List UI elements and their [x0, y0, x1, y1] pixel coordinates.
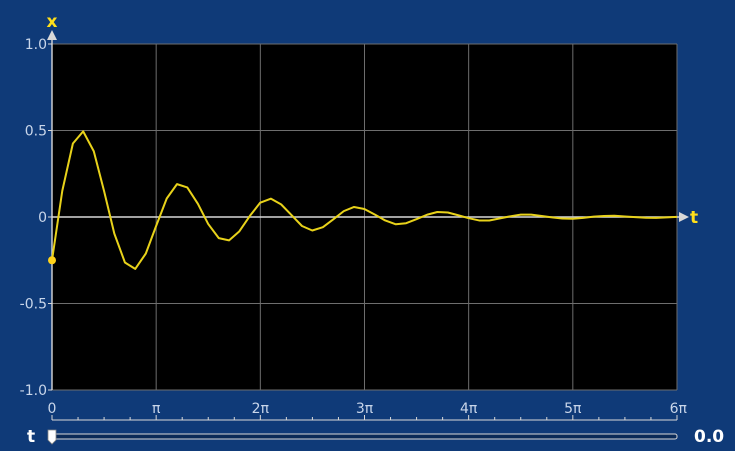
x-tick-label: π	[152, 401, 161, 417]
x-tick-label: 0	[48, 401, 57, 417]
y-tick-label: 0	[38, 210, 47, 226]
axes	[47, 30, 689, 390]
y-tick-label: -1.0	[20, 383, 47, 399]
time-slider[interactable]	[47, 415, 678, 445]
y-axis-label: x	[47, 12, 58, 32]
time-readout: 0.0	[694, 427, 724, 447]
x-tick-label: 6π	[670, 401, 688, 417]
y-tick-label: 1.0	[25, 37, 47, 53]
y-axis-arrow-icon	[47, 30, 57, 40]
x-tick-label: 4π	[460, 401, 478, 417]
curve-layer	[48, 130, 678, 270]
x-axis-label: t	[690, 208, 698, 228]
y-tick-labels: 1.0 0.5 0 -0.5 -1.0	[20, 37, 52, 399]
slider-handle[interactable]	[47, 429, 57, 445]
x-axis-arrow-icon	[679, 212, 689, 222]
y-tick-label: 0.5	[25, 124, 47, 140]
current-point-marker	[48, 256, 56, 265]
x-tick-label: 2π	[252, 401, 270, 417]
x-tick-label: 3π	[356, 401, 374, 417]
x-tick-label: 5π	[564, 401, 582, 417]
x-tick-labels: 0 π 2π 3π 4π 5π 6π	[48, 401, 688, 417]
y-tick-label: -0.5	[20, 297, 47, 313]
slider-label: t	[27, 427, 35, 447]
slider-track[interactable]	[51, 433, 678, 440]
data-series-line	[51, 130, 678, 270]
